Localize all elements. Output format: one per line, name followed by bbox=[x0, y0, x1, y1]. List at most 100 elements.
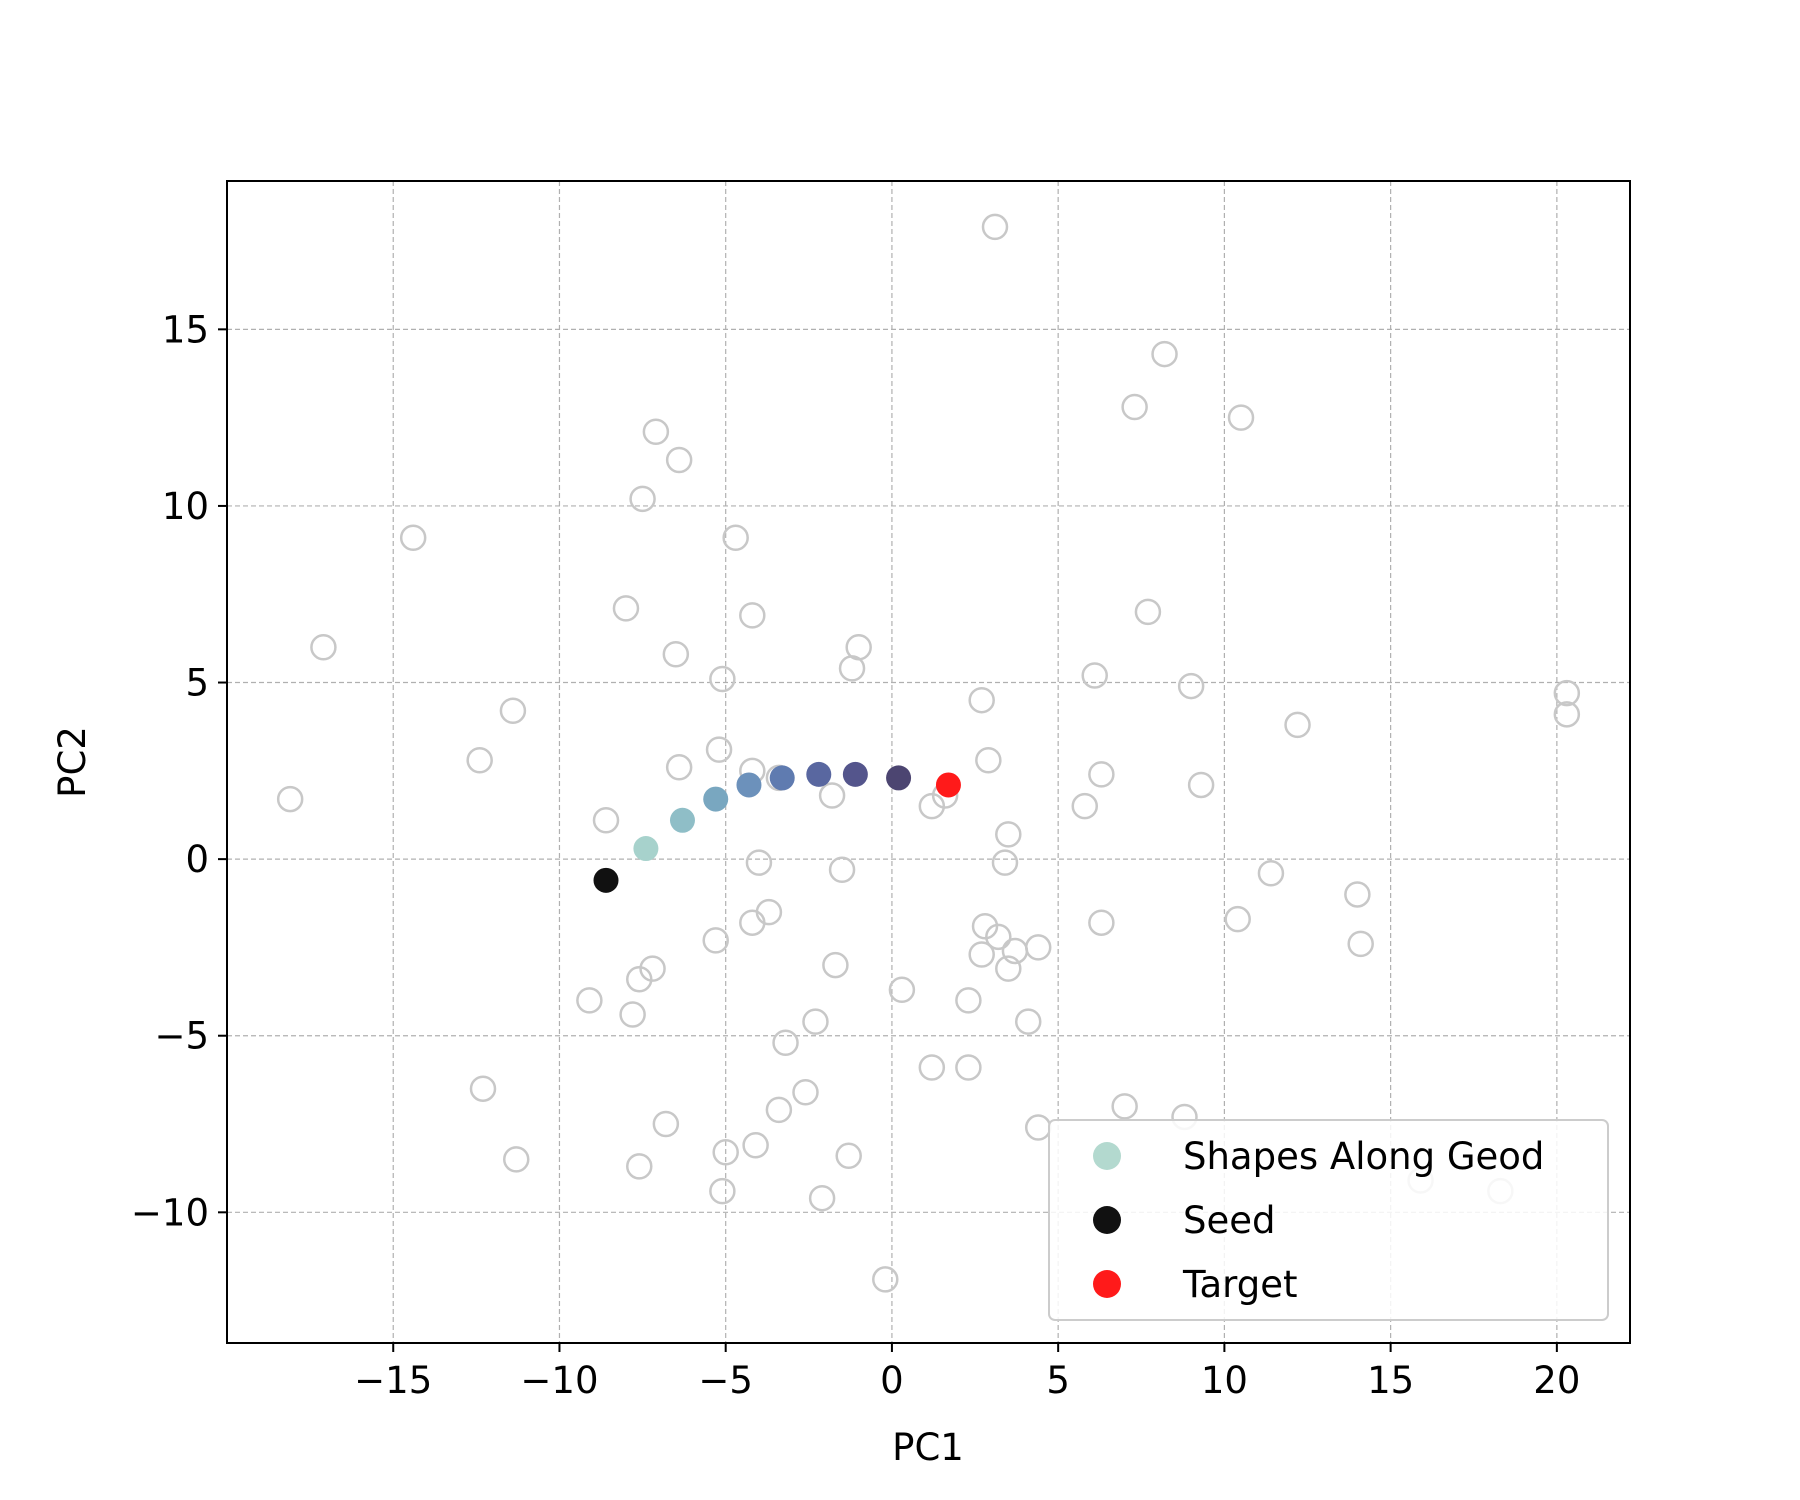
background-point bbox=[1187, 771, 1215, 799]
background-point bbox=[1134, 598, 1162, 626]
background-point bbox=[626, 965, 653, 993]
background-point bbox=[665, 446, 693, 474]
background-point bbox=[665, 754, 693, 781]
background-point bbox=[802, 1008, 829, 1035]
legend-marker-target bbox=[1093, 1270, 1121, 1298]
background-point bbox=[1014, 1008, 1042, 1035]
legend: Shapes Along Geod Seed Target bbox=[1048, 1119, 1609, 1321]
x-tick-label: 0 bbox=[880, 1359, 904, 1402]
background-point bbox=[981, 213, 1009, 241]
background-point bbox=[835, 1142, 862, 1170]
background-point bbox=[995, 821, 1022, 848]
background-points bbox=[276, 213, 1581, 1293]
background-point bbox=[629, 485, 656, 513]
y-tick-label: −5 bbox=[154, 1015, 209, 1058]
legend-label-shapes-along-geod: Shapes Along Geod bbox=[1183, 1135, 1544, 1178]
background-point bbox=[1284, 711, 1311, 739]
background-point bbox=[772, 1029, 799, 1057]
series-point-seed bbox=[593, 867, 619, 893]
x-axis-label: PC1 bbox=[892, 1426, 964, 1469]
background-point bbox=[1151, 340, 1178, 368]
series-point-shapes-along-geod bbox=[769, 765, 795, 791]
background-point bbox=[828, 856, 856, 883]
y-axis-label: PC2 bbox=[51, 726, 94, 798]
background-point bbox=[709, 1177, 736, 1205]
background-point bbox=[971, 912, 999, 940]
background-point bbox=[310, 633, 337, 661]
x-tick-label: −5 bbox=[698, 1359, 753, 1402]
background-point bbox=[918, 1054, 946, 1081]
background-point bbox=[955, 987, 982, 1014]
background-point bbox=[662, 641, 690, 668]
background-point bbox=[1071, 792, 1099, 820]
legend-label-seed: Seed bbox=[1183, 1199, 1276, 1242]
background-point bbox=[642, 418, 670, 446]
y-tick-label: 15 bbox=[162, 308, 209, 351]
background-point bbox=[612, 595, 640, 622]
legend-label-target: Target bbox=[1182, 1263, 1297, 1306]
background-point bbox=[1553, 679, 1581, 707]
background-point bbox=[1257, 860, 1285, 887]
background-point bbox=[1227, 404, 1255, 431]
axis-ticks: −15 −10 −5 0 5 10 15 20 −10 −5 0 5 10 15 bbox=[131, 308, 1580, 1402]
background-point bbox=[765, 1096, 793, 1124]
background-point bbox=[838, 655, 866, 682]
background-point bbox=[1081, 662, 1108, 689]
x-tick-label: 10 bbox=[1201, 1359, 1248, 1402]
series-point-shapes-along-geod bbox=[633, 836, 659, 862]
background-point bbox=[1344, 881, 1371, 908]
background-point bbox=[1088, 761, 1115, 788]
background-point bbox=[712, 1139, 739, 1166]
x-tick-label: 15 bbox=[1367, 1359, 1414, 1402]
series-point-shapes-along-geod bbox=[703, 786, 729, 812]
background-point bbox=[742, 1131, 769, 1159]
background-point bbox=[985, 923, 1012, 951]
y-tick-label: −10 bbox=[131, 1191, 209, 1234]
background-point bbox=[276, 785, 304, 813]
background-point bbox=[702, 927, 729, 954]
background-point bbox=[1111, 1093, 1138, 1120]
background-point bbox=[995, 955, 1022, 982]
background-point bbox=[739, 909, 766, 936]
background-point bbox=[792, 1078, 819, 1106]
background-point bbox=[502, 1146, 530, 1173]
background-point bbox=[991, 849, 1019, 876]
background-point bbox=[576, 987, 603, 1014]
series-point-shapes-along-geod bbox=[886, 765, 912, 791]
background-point bbox=[1088, 909, 1115, 936]
x-tick-label: 20 bbox=[1533, 1359, 1580, 1402]
y-tick-label: 10 bbox=[162, 485, 209, 528]
y-tick-label: 5 bbox=[185, 662, 209, 705]
grid bbox=[227, 181, 1630, 1343]
background-point bbox=[1553, 701, 1581, 728]
x-tick-label: −15 bbox=[354, 1359, 432, 1402]
background-point bbox=[739, 602, 766, 629]
background-point bbox=[619, 1001, 646, 1028]
background-point bbox=[1121, 393, 1148, 421]
background-point bbox=[639, 955, 666, 982]
background-point bbox=[705, 736, 733, 763]
x-tick-label: 5 bbox=[1046, 1359, 1070, 1402]
series-point-shapes-along-geod bbox=[842, 761, 868, 787]
background-point bbox=[626, 1153, 653, 1180]
series-point-shapes-along-geod bbox=[736, 772, 762, 798]
background-point bbox=[918, 792, 946, 820]
background-point bbox=[469, 1075, 497, 1102]
background-point bbox=[499, 697, 527, 725]
legend-marker-seed bbox=[1093, 1206, 1121, 1234]
background-point bbox=[975, 746, 1002, 774]
background-point bbox=[745, 849, 773, 876]
background-point bbox=[592, 807, 620, 834]
series-point-shapes-along-geod bbox=[669, 807, 695, 833]
background-point bbox=[1177, 672, 1205, 700]
series-point-target bbox=[935, 772, 961, 798]
series-point-shapes-along-geod bbox=[806, 761, 832, 787]
x-tick-label: −10 bbox=[520, 1359, 598, 1402]
background-point bbox=[872, 1266, 899, 1293]
background-point bbox=[822, 951, 849, 979]
plot-frame bbox=[226, 180, 1631, 1344]
background-point bbox=[818, 782, 846, 809]
background-point bbox=[968, 941, 995, 968]
legend-marker-shapes-along-geod bbox=[1093, 1142, 1121, 1170]
